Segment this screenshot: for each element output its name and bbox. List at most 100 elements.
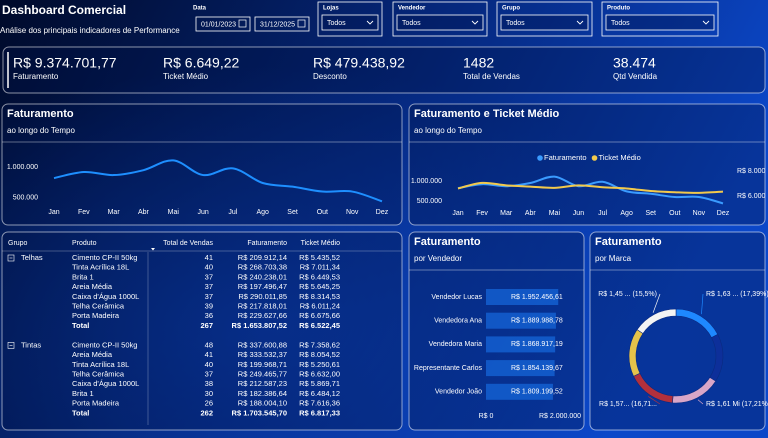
chevron bbox=[366, 20, 374, 25]
chart-title: Faturamento bbox=[7, 108, 74, 120]
table-cell: R$ 5.250,61 bbox=[299, 360, 340, 369]
kpi-bar bbox=[2, 46, 766, 94]
kpi-value: 1482 bbox=[463, 55, 494, 71]
table-cell: R$ 7.011,34 bbox=[300, 263, 340, 272]
leader-line bbox=[697, 399, 704, 405]
legend-marker bbox=[537, 155, 543, 161]
x-tick-label: Jun bbox=[197, 209, 208, 216]
kpi-label: Ticket Médio bbox=[163, 72, 209, 81]
total-cell: R$ 6.522,45 bbox=[299, 321, 340, 330]
date-label: Data bbox=[193, 6, 207, 12]
column-header: Ticket Médio bbox=[301, 240, 341, 247]
x-tick-label: Abr bbox=[525, 210, 537, 217]
dropdown-value: Todos bbox=[402, 20, 421, 27]
table-cell: Brita 1 bbox=[72, 272, 94, 281]
table-cell: 41 bbox=[205, 350, 213, 359]
panel-marca bbox=[589, 231, 766, 431]
kpi-value: 38.474 bbox=[613, 55, 656, 71]
total-cell: 262 bbox=[200, 408, 213, 417]
table-cell: R$ 6.449,53 bbox=[299, 272, 340, 281]
x-tick-label: Fev bbox=[476, 210, 488, 217]
table-cell: 39 bbox=[205, 301, 213, 310]
table-cell: R$ 6.675,66 bbox=[299, 311, 340, 320]
slicer-label: Produto bbox=[607, 6, 630, 12]
bar-value-label: R$ 1.854.139,67 bbox=[511, 365, 563, 372]
table-cell: R$ 229.627,66 bbox=[238, 311, 287, 320]
dropdown[interactable] bbox=[321, 14, 379, 31]
line-series bbox=[457, 181, 724, 194]
dropdown[interactable] bbox=[605, 14, 715, 31]
table-cell: Caixa d'Água 1000L bbox=[72, 379, 139, 388]
subtitle: Análise dos principais indicadores de Pe… bbox=[0, 26, 180, 35]
dropdown[interactable] bbox=[500, 14, 589, 31]
kpi-value: R$ 6.649,22 bbox=[163, 55, 239, 71]
table-cell: Tinta Acrílica 18L bbox=[72, 263, 129, 272]
x-tick-label: R$ 2.000.000 bbox=[539, 413, 581, 420]
dropdown[interactable] bbox=[396, 14, 484, 31]
x-tick-label: Jan bbox=[48, 209, 59, 216]
chart-subtitle: por Vendedor bbox=[414, 254, 462, 263]
table-cell: Cimento CP-II 50kg bbox=[72, 253, 137, 262]
sort-icon bbox=[151, 248, 155, 251]
table-cell: R$ 333.532,37 bbox=[238, 350, 287, 359]
table-cell: Brita 1 bbox=[72, 389, 94, 398]
legend-label: Faturamento bbox=[544, 153, 587, 162]
collapse-icon[interactable] bbox=[7, 342, 15, 349]
table-cell: R$ 240.238,01 bbox=[238, 272, 287, 281]
slicer bbox=[392, 1, 488, 37]
x-tick-label: Mai bbox=[168, 209, 180, 216]
chart-subtitle: por Marca bbox=[595, 254, 632, 263]
kpi-value: R$ 9.374.701,77 bbox=[13, 55, 117, 71]
bar-category: Vendedora Maria bbox=[429, 341, 482, 348]
kpi-value: R$ 479.438,92 bbox=[313, 55, 405, 71]
bar bbox=[486, 289, 559, 305]
x-tick-label: Mar bbox=[108, 209, 121, 216]
collapse-icon[interactable] bbox=[7, 254, 15, 262]
y-tick-label: 1.000.000 bbox=[7, 164, 38, 171]
panel-faturamento-tempo bbox=[1, 103, 403, 226]
x-tick-label: Mar bbox=[500, 210, 513, 217]
x-tick-label: Dez bbox=[717, 210, 730, 217]
y2-tick-label: R$ 6.000 bbox=[737, 193, 766, 200]
date-input[interactable] bbox=[195, 16, 251, 32]
kpi-label: Desconto bbox=[313, 72, 347, 81]
table-cell: R$ 199.968,71 bbox=[238, 360, 287, 369]
leader-line bbox=[701, 293, 704, 315]
x-tick-label: Dez bbox=[376, 209, 389, 216]
bar-category: Representante Carlos bbox=[414, 365, 483, 372]
table-cell: 40 bbox=[205, 263, 213, 272]
chevron bbox=[576, 20, 584, 25]
bar-value-label: R$ 1.809.199,52 bbox=[511, 389, 563, 396]
chart-subtitle: ao longo do Tempo bbox=[7, 126, 75, 135]
bar-category: Vendedor João bbox=[435, 389, 482, 396]
y-tick-label: 500.000 bbox=[13, 195, 38, 202]
date-input[interactable] bbox=[254, 16, 310, 32]
x-tick-label: Jul bbox=[598, 210, 607, 217]
donut-segment bbox=[636, 308, 677, 334]
x-tick-label: Jul bbox=[228, 209, 237, 216]
x-tick-label: Set bbox=[645, 210, 656, 217]
panel-vendedor bbox=[408, 231, 585, 431]
panel-table bbox=[1, 231, 403, 431]
table-cell: R$ 268.703,38 bbox=[238, 263, 287, 272]
table-cell: R$ 182.386,64 bbox=[238, 389, 287, 398]
donut-label: R$ 1,61 Mi (17,21%) bbox=[706, 401, 768, 408]
table-cell: 37 bbox=[205, 272, 213, 281]
kpi-label: Total de Vendas bbox=[463, 72, 520, 81]
x-tick-label: Nov bbox=[693, 210, 706, 217]
y-tick-label: 500.000 bbox=[417, 198, 442, 205]
donut-label: R$ 1,57... (16,71... bbox=[599, 401, 657, 408]
chevron bbox=[471, 20, 479, 25]
bar-value-label: R$ 1.868.917,19 bbox=[511, 341, 563, 348]
bar bbox=[486, 336, 556, 353]
legend-label: Ticket Médio bbox=[599, 153, 641, 162]
x-tick-label: Nov bbox=[346, 209, 359, 216]
table-cell: R$ 6.011,24 bbox=[300, 301, 340, 310]
table-cell: Areia Média bbox=[72, 282, 113, 291]
chart-title: Faturamento bbox=[595, 236, 662, 248]
table-cell: R$ 290.011,85 bbox=[238, 292, 287, 301]
table-cell: Caixa d'Água 1000L bbox=[72, 292, 139, 301]
table-cell: 36 bbox=[205, 311, 213, 320]
calendar-icon bbox=[297, 19, 306, 28]
